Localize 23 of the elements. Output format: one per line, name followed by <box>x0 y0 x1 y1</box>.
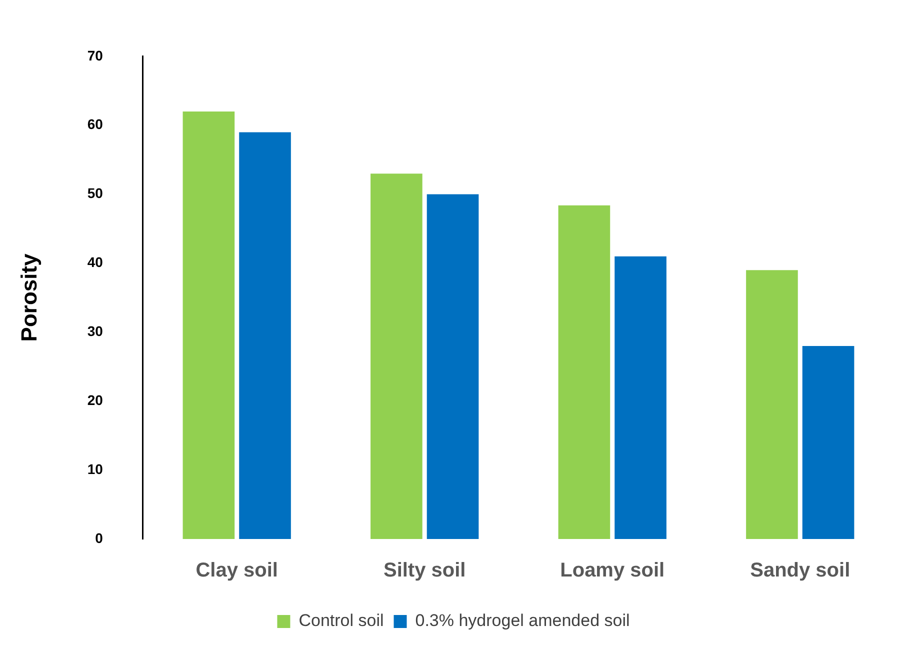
bar <box>370 174 422 539</box>
legend-label: 0.3% hydrogel amended soil <box>415 611 630 630</box>
y-tick-label: 60 <box>87 116 104 132</box>
y-axis-title: Porosity <box>16 252 42 342</box>
x-tick-label: Silty soil <box>383 560 466 582</box>
y-tick-label: 0 <box>95 530 104 546</box>
y-tick-label: 30 <box>87 323 104 340</box>
y-tick-label: 20 <box>87 392 104 408</box>
bar <box>426 194 479 539</box>
x-tick-label: Clay soil <box>196 560 278 582</box>
y-tick-label: 40 <box>87 254 104 270</box>
bar <box>746 270 798 539</box>
y-tick-label: 70 <box>87 47 104 64</box>
bar <box>802 346 854 539</box>
x-tick-label: Loamy soil <box>560 560 665 582</box>
bar <box>182 112 235 539</box>
legend-label: Control soil <box>298 611 384 630</box>
y-tick-label: 50 <box>87 185 104 202</box>
x-tick-label: Sandy soil <box>750 560 850 582</box>
bar <box>239 132 291 539</box>
bar <box>558 205 610 539</box>
bar <box>614 256 666 539</box>
y-tick-label: 10 <box>87 460 104 477</box>
